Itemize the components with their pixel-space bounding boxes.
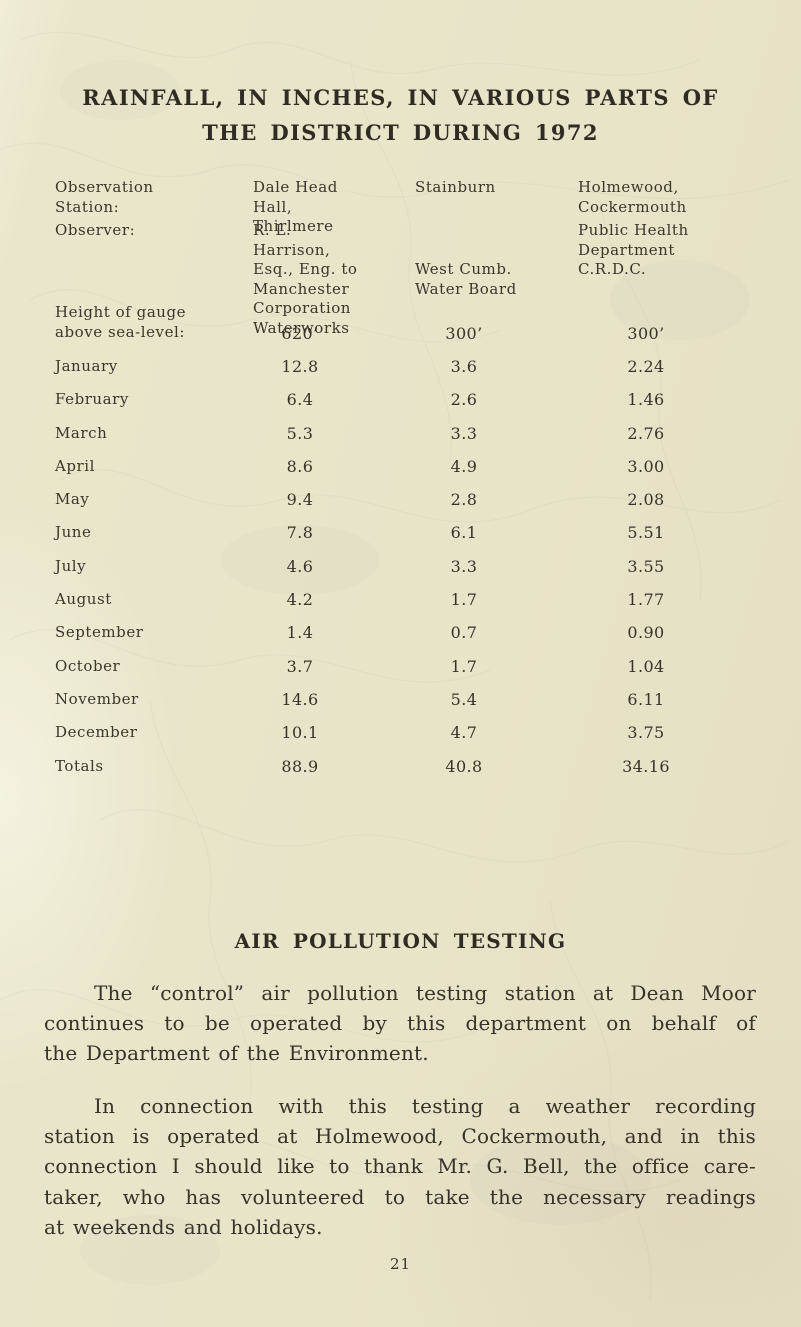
table-row-totals: Totals 88.9 40.8 34.16 — [44, 757, 734, 790]
station-name-dale-head-hall: Dale Head Hall, Thirlmere — [253, 178, 338, 235]
rainfall-value: 1.4 — [286, 623, 314, 643]
table-row-october: October 3.7 1.7 1.04 — [44, 657, 734, 690]
table-row-february: February 6.4 2.6 1.46 — [44, 390, 734, 423]
rainfall-value: 4.7 — [450, 723, 478, 743]
rainfall-value: 2.8 — [450, 490, 478, 510]
page-title: RAINFALL, IN INCHES, IN VARIOUS PARTS OF… — [0, 80, 801, 150]
table-row-april: April 8.6 4.9 3.00 — [44, 457, 734, 490]
paragraph-air-pollution-1: The “control” air pollution testing stat… — [44, 981, 756, 1072]
rainfall-value: 10.1 — [281, 723, 319, 743]
rainfall-value: 14.6 — [281, 689, 319, 709]
station-row-label: Observation Station: — [55, 178, 154, 216]
observer-stainburn: West Cumb. Water Board — [415, 260, 517, 298]
rainfall-value: 6.11 — [627, 689, 665, 709]
table-row-july: July 4.6 3.3 3.55 — [44, 557, 734, 590]
gauge-value-2: 300’ — [445, 324, 483, 343]
rainfall-value: 5.3 — [286, 423, 314, 443]
month-label: April — [55, 456, 95, 475]
month-label: February — [55, 390, 129, 409]
month-label: May — [55, 490, 90, 509]
gauge-value-3: 300’ — [627, 324, 665, 343]
rainfall-value: 6.1 — [450, 523, 478, 543]
rainfall-value: 5.4 — [450, 689, 478, 709]
rainfall-value: 8.6 — [286, 456, 314, 476]
month-label: March — [55, 423, 108, 442]
observer-dale-head-hall: R. L. Harrison, Esq., Eng. to Manchester… — [253, 221, 358, 337]
rainfall-value: 5.51 — [627, 523, 665, 543]
paragraph-air-pollution-2: In connection with this testing a weathe… — [44, 1094, 756, 1245]
month-label: September — [55, 623, 144, 642]
rainfall-value: 2.6 — [450, 390, 478, 410]
rainfall-value: 3.3 — [450, 556, 478, 576]
month-label: August — [55, 590, 112, 609]
rainfall-total: 34.16 — [622, 756, 670, 776]
rainfall-value: 4.9 — [450, 456, 478, 476]
rainfall-value: 0.7 — [450, 623, 478, 643]
station-header-row: Observation Station: Dale Head Hall, Thi… — [44, 178, 734, 237]
month-label: July — [55, 556, 87, 575]
rainfall-value: 1.77 — [627, 590, 665, 610]
table-row-september: September 1.4 0.7 0.90 — [44, 623, 734, 656]
gauge-height-row: Height of gauge above sea-level: 620’ 30… — [44, 303, 734, 343]
rainfall-total: 88.9 — [281, 756, 319, 776]
rainfall-value: 3.7 — [286, 656, 314, 676]
totals-label: Totals — [55, 756, 104, 775]
month-label: November — [55, 689, 139, 708]
rainfall-value: 0.90 — [627, 623, 665, 643]
table-row-march: March 5.3 3.3 2.76 — [44, 424, 734, 457]
observer-holmewood: Public Health Department C.R.D.C. — [578, 221, 689, 278]
rainfall-value: 1.46 — [627, 390, 665, 410]
paragraph-line: continues to be operated by this departm… — [44, 1011, 756, 1036]
rainfall-value: 1.7 — [450, 590, 478, 610]
observer-row: Observer: R. L. Harrison, Esq., Eng. to … — [44, 221, 734, 338]
rainfall-value: 4.6 — [286, 556, 314, 576]
month-label: January — [55, 357, 118, 375]
rainfall-value: 4.2 — [286, 590, 314, 610]
paragraph-line: at weekends and holidays. — [44, 1214, 323, 1239]
table-row-may: May 9.4 2.8 2.08 — [44, 490, 734, 523]
month-label: June — [55, 523, 92, 542]
table-row-december: December 10.1 4.7 3.75 — [44, 723, 734, 756]
table-row-june: June 7.8 6.1 5.51 — [44, 523, 734, 556]
gauge-row-label: Height of gauge above sea-level: — [55, 303, 187, 341]
paragraph-line: connection I should like to thank Mr. G.… — [44, 1154, 756, 1179]
rainfall-value: 3.75 — [627, 723, 665, 743]
paragraph-line: taker, who has volunteered to take the n… — [44, 1184, 756, 1209]
rainfall-value: 3.00 — [627, 456, 665, 476]
rainfall-value: 3.6 — [450, 357, 478, 376]
rainfall-value: 2.24 — [627, 357, 665, 376]
rainfall-value: 2.08 — [627, 490, 665, 510]
station-name-stainburn: Stainburn — [415, 178, 496, 196]
rainfall-value: 1.04 — [627, 656, 665, 676]
rainfall-value: 2.76 — [627, 423, 665, 443]
page-title-line1: RAINFALL, IN INCHES, IN VARIOUS PARTS OF — [82, 85, 719, 110]
page-number: 21 — [389, 1255, 412, 1273]
table-row-january: January 12.8 3.6 2.24 — [44, 357, 734, 390]
rainfall-value: 6.4 — [286, 390, 314, 410]
rainfall-total: 40.8 — [445, 756, 483, 776]
section-heading-air-pollution: AIR POLLUTION TESTING — [234, 929, 567, 953]
paragraph-line: the Department of the Environment. — [44, 1041, 429, 1066]
paragraph-line: station is operated at Holmewood, Cocker… — [44, 1124, 756, 1149]
station-name-holmewood: Holmewood, Cockermouth — [578, 178, 687, 216]
paragraph-line: The “control” air pollution testing stat… — [94, 981, 756, 1005]
rainfall-table-body: January 12.8 3.6 2.24 February 6.4 2.6 1… — [44, 357, 734, 790]
table-row-november: November 14.6 5.4 6.11 — [44, 690, 734, 723]
rainfall-value: 3.3 — [450, 423, 478, 443]
rainfall-value: 3.55 — [627, 556, 665, 576]
page-title-line2: THE DISTRICT DURING 1972 — [202, 120, 599, 145]
rainfall-value: 9.4 — [286, 490, 314, 510]
month-label: December — [55, 723, 138, 742]
month-label: October — [55, 656, 121, 675]
rainfall-value: 7.8 — [286, 523, 314, 543]
rainfall-value: 1.7 — [450, 656, 478, 676]
rainfall-value: 12.8 — [281, 357, 319, 376]
gauge-value-1: 620’ — [281, 324, 319, 343]
table-row-august: August 4.2 1.7 1.77 — [44, 590, 734, 623]
paragraph-line: In connection with this testing a weathe… — [94, 1094, 756, 1118]
observer-row-label: Observer: — [55, 221, 136, 239]
